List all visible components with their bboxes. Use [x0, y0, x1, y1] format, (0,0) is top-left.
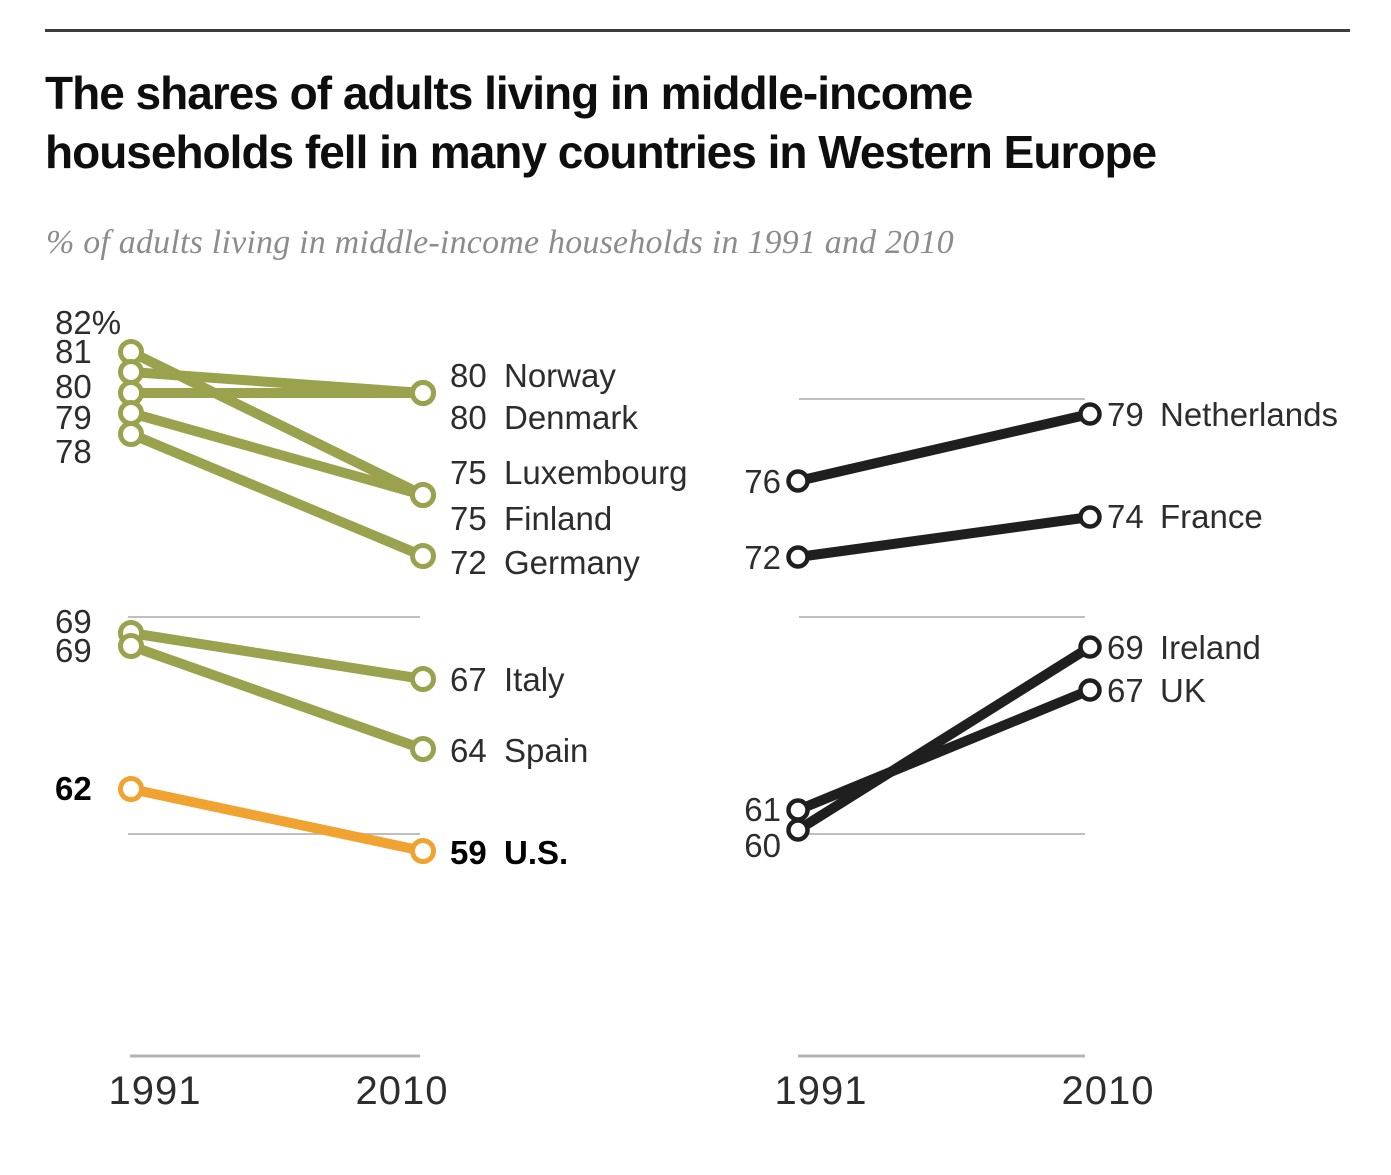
- end-value-label-denmark: 80: [450, 399, 487, 436]
- chart-title-line1: The shares of adults living in middle-in…: [45, 67, 973, 119]
- x-axis-label-1991: 1991: [109, 1069, 202, 1113]
- dot-1991-spain: [118, 633, 144, 659]
- x-axis-label-1991: 1991: [775, 1069, 868, 1113]
- country-label-germany: Germany: [504, 544, 640, 581]
- x-axis-label-2010: 2010: [356, 1069, 449, 1113]
- dot-2010-spain: [410, 736, 436, 762]
- chart-title: The shares of adults living in middle-in…: [45, 64, 1157, 182]
- country-label-u-s: U.S.: [504, 834, 568, 871]
- end-value-label-luxembourg: 75: [450, 454, 487, 491]
- dot-2010-netherlands: [1078, 402, 1102, 426]
- dot-2010-luxembourg: [410, 482, 436, 508]
- dot-2010-france: [1078, 505, 1102, 529]
- dot-2010-denmark: [410, 380, 436, 406]
- end-value-label-italy: 67: [450, 661, 487, 698]
- start-value-label: 60: [744, 827, 781, 864]
- end-value-label-germany: 72: [450, 544, 487, 581]
- end-value-label-netherlands: 79: [1107, 396, 1144, 433]
- country-label-italy: Italy: [504, 661, 565, 698]
- start-value-label: 82%: [55, 304, 121, 341]
- slope-line-italy: [130, 628, 424, 684]
- slope-line-netherlands: [796, 409, 1092, 486]
- top-rule: [45, 29, 1350, 32]
- start-value-label: 69: [55, 632, 92, 669]
- slope-line-ireland: [795, 642, 1093, 835]
- start-value-label: 80: [55, 368, 92, 405]
- x-axis-label-2010: 2010: [1062, 1069, 1155, 1113]
- start-value-label: 81: [55, 333, 92, 370]
- start-value-label: 78: [55, 433, 92, 470]
- country-label-finland: Finland: [504, 500, 612, 537]
- end-value-label-spain: 64: [450, 732, 487, 769]
- dot-1991-luxembourg: [118, 400, 144, 426]
- start-value-label: 69: [55, 603, 92, 640]
- country-label-spain: Spain: [504, 732, 588, 769]
- dot-2010-uk: [1078, 678, 1102, 702]
- end-value-label-france: 74: [1107, 498, 1144, 535]
- start-value-label: 62: [55, 770, 92, 807]
- country-label-luxembourg: Luxembourg: [504, 454, 687, 491]
- chart-title-line2: households fell in many countries in Wes…: [45, 126, 1157, 178]
- country-label-ireland: Ireland: [1160, 629, 1261, 666]
- dot-1991-ireland: [786, 818, 810, 842]
- slope-line-france: [797, 512, 1091, 562]
- end-value-label-uk: 67: [1107, 672, 1144, 709]
- country-label-france: France: [1160, 498, 1263, 535]
- dot-2010-ireland: [1078, 635, 1102, 659]
- start-value-label: 61: [744, 791, 781, 828]
- start-value-label: 79: [55, 399, 92, 436]
- start-value-label: 72: [744, 539, 781, 576]
- dot-1991-u-s: [118, 776, 144, 802]
- dot-2010-germany: [410, 543, 436, 569]
- country-label-norway: Norway: [504, 357, 616, 394]
- dot-1991-netherlands: [786, 469, 810, 493]
- end-value-label-finland: 75: [450, 500, 487, 537]
- dot-2010-italy: [410, 666, 436, 692]
- slope-line-spain: [129, 641, 425, 754]
- end-value-label-ireland: 69: [1107, 629, 1144, 666]
- slope-line-uk: [796, 685, 1092, 815]
- end-value-label-norway: 80: [450, 357, 487, 394]
- dot-1991-france: [786, 545, 810, 569]
- dot-2010-u-s: [410, 838, 436, 864]
- slope-line-luxembourg: [129, 408, 425, 500]
- slope-line-germany: [129, 429, 425, 561]
- dot-1991-norway: [118, 359, 144, 385]
- dot-1991-germany: [118, 421, 144, 447]
- end-value-label-u-s: 59: [450, 834, 487, 871]
- country-label-netherlands: Netherlands: [1160, 396, 1338, 433]
- country-label-denmark: Denmark: [504, 399, 638, 436]
- chart-subtitle: % of adults living in middle-income hous…: [46, 224, 954, 261]
- slope-line-u-s: [129, 784, 425, 856]
- country-label-uk: UK: [1160, 672, 1206, 709]
- start-value-label: 76: [744, 463, 781, 500]
- dot-1991-uk: [786, 798, 810, 822]
